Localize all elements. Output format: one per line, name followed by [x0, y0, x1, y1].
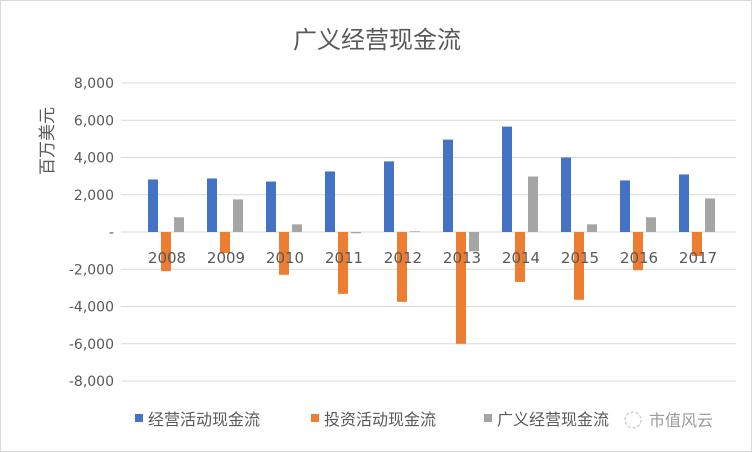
bar-2013-series-2: [469, 232, 479, 252]
bar-2008-series-0: [148, 179, 158, 232]
bar-2017-series-1: [692, 232, 702, 257]
bar-2015-series-2: [587, 224, 597, 232]
bar-2009-series-1: [220, 232, 230, 254]
legend-label: 投资活动现金流: [324, 410, 436, 429]
x-tick-label: 2015: [561, 249, 599, 267]
bar-2016-series-0: [620, 180, 630, 232]
bar-2012-series-2: [410, 231, 420, 232]
legend-swatch: [311, 414, 319, 422]
bar-2010-series-2: [292, 224, 302, 232]
y-tick-label: 8,000: [74, 76, 114, 92]
y-tick-label: -2,000: [69, 262, 114, 278]
bar-2015-series-1: [574, 232, 584, 300]
y-tick-label: -4,000: [69, 300, 114, 316]
legend-label: 经营活动现金流: [148, 410, 260, 429]
legend-swatch: [484, 414, 492, 422]
watermark-text: 市值风云: [649, 411, 713, 430]
x-tick-label: 2014: [502, 249, 540, 267]
x-tick-label: 2017: [679, 249, 717, 267]
bar-2014-series-0: [502, 126, 512, 232]
y-tick-label: 4,000: [74, 151, 114, 167]
bar-2017-series-2: [705, 198, 715, 232]
y-tick-label: 2,000: [74, 188, 114, 204]
legend-swatch: [135, 414, 143, 422]
bar-2011-series-1: [338, 232, 348, 294]
x-tick-label: 2013: [443, 249, 481, 267]
bar-2009-series-2: [233, 199, 243, 232]
y-tick-label: -8,000: [69, 374, 114, 390]
y-tick-label: 6,000: [74, 113, 114, 129]
bar-2011-series-2: [351, 232, 361, 234]
y-tick-label: -: [109, 225, 114, 241]
x-tick-label: 2009: [207, 249, 245, 267]
chart-title: 广义经营现金流: [293, 26, 461, 54]
logo-circle-icon: [624, 411, 642, 429]
bar-2016-series-1: [633, 232, 643, 271]
bar-2012-series-0: [384, 161, 394, 232]
y-tick-label: -6,000: [69, 337, 114, 353]
x-tick-label: 2012: [384, 249, 422, 267]
x-tick-label: 2008: [148, 249, 186, 267]
bar-2013-series-1: [456, 232, 466, 344]
bar-2011-series-0: [325, 171, 335, 232]
bar-2009-series-0: [207, 178, 217, 232]
x-tick-label: 2010: [266, 249, 304, 267]
bar-2012-series-1: [397, 232, 407, 302]
bar-2013-series-0: [443, 139, 453, 232]
bar-2016-series-2: [646, 217, 656, 232]
x-tick-label: 2016: [620, 249, 658, 267]
bar-2010-series-0: [266, 181, 276, 232]
bar-2014-series-2: [528, 176, 538, 232]
y-axis-label: 百万美元: [38, 107, 58, 175]
bar-2008-series-2: [174, 217, 184, 232]
bar-2015-series-0: [561, 157, 571, 232]
x-tick-label: 2011: [325, 249, 363, 267]
bar-2017-series-0: [679, 174, 689, 232]
watermark: 市值风云: [624, 411, 713, 430]
bar-2014-series-1: [515, 232, 525, 282]
bar-2008-series-1: [161, 232, 171, 272]
legend-label: 广义经营现金流: [497, 410, 609, 429]
bar-2010-series-1: [279, 232, 289, 275]
